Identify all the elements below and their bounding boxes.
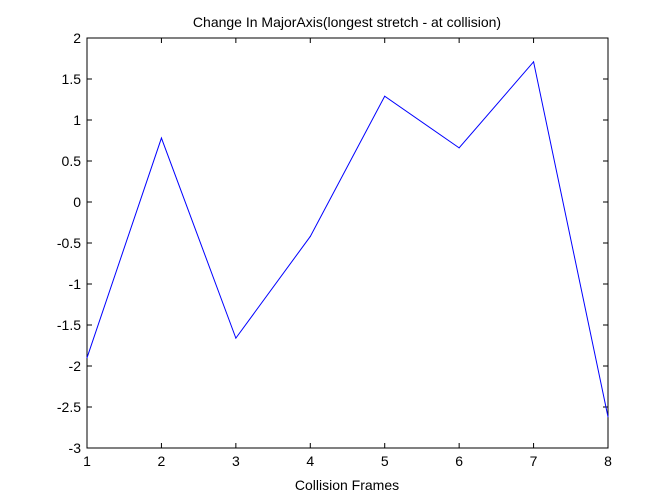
data-point — [309, 235, 311, 237]
x-tick-label: 8 — [604, 453, 612, 469]
y-tick-label: 2 — [73, 30, 81, 46]
x-tick-label: 6 — [455, 453, 463, 469]
data-point — [160, 137, 162, 139]
x-tick-label: 5 — [381, 453, 389, 469]
y-tick-label: -2.5 — [57, 399, 81, 415]
data-point — [607, 416, 609, 418]
axes-box — [86, 37, 609, 449]
data-point — [235, 337, 237, 339]
y-tick-label: -1 — [69, 276, 82, 292]
x-tick-label: 4 — [306, 453, 314, 469]
plot-area: 1 2 3 4 5 6 7 8 -3 -2.5 -2 -1.5 -1 -0.5 0 0.5 1 1.5 2 — [57, 30, 612, 469]
data-point — [533, 61, 535, 63]
y-tick-label: -3 — [69, 440, 82, 456]
x-tick-label: 2 — [158, 453, 166, 469]
data-point — [86, 357, 88, 359]
x-tick-label: 7 — [530, 453, 538, 469]
y-tick-label: 1 — [73, 112, 81, 128]
y-tick-label: -1.5 — [57, 317, 81, 333]
data-point — [458, 147, 460, 149]
data-point — [384, 95, 386, 97]
y-tick-label: -0.5 — [57, 235, 81, 251]
y-tick-label: 0.5 — [62, 153, 82, 169]
y-tick-label: -2 — [69, 358, 82, 374]
x-tick-label: 1 — [83, 453, 91, 469]
y-tick-label: 1.5 — [62, 71, 82, 87]
x-axis-label: Collision Frames — [295, 477, 399, 493]
series-line — [86, 60, 609, 417]
y-tick-label: 0 — [73, 194, 81, 210]
chart-title: Change In MajorAxis(longest stretch - at… — [193, 14, 501, 30]
x-tick-label: 3 — [232, 453, 240, 469]
